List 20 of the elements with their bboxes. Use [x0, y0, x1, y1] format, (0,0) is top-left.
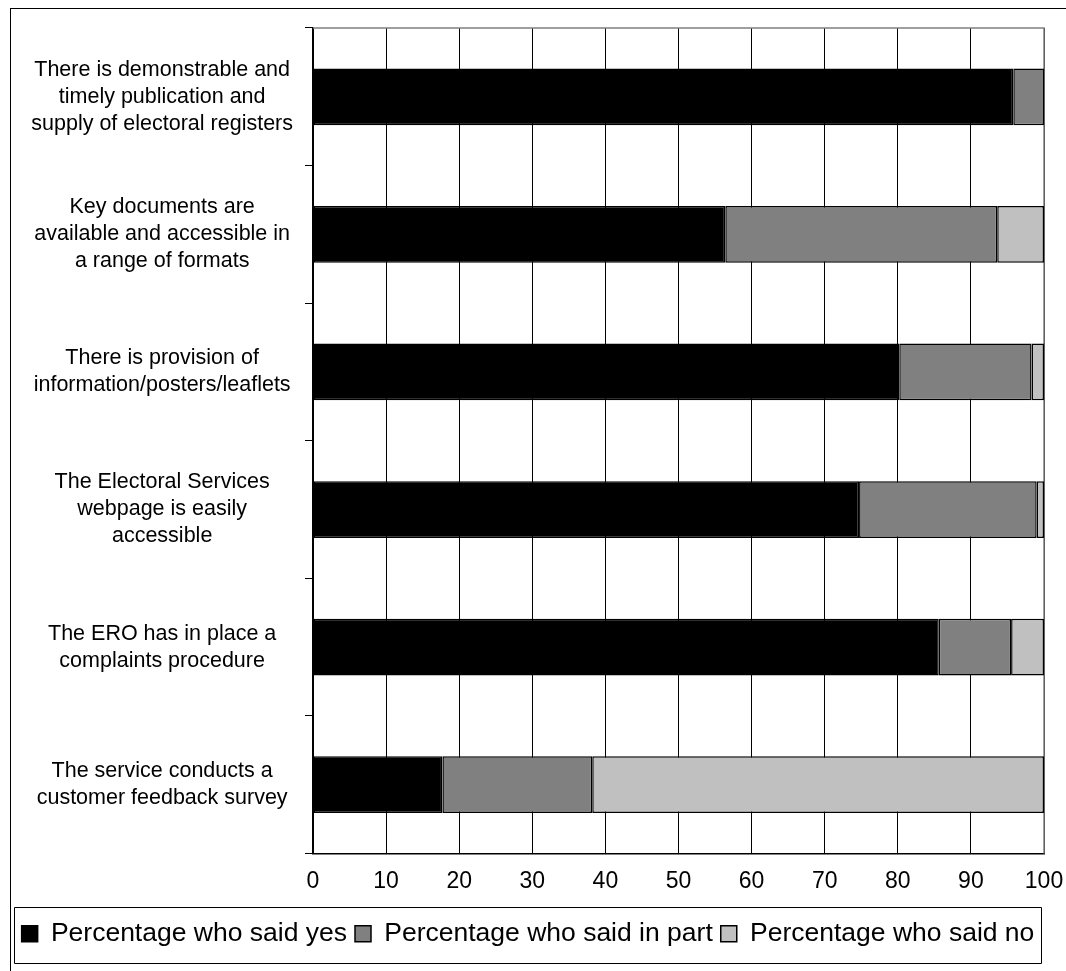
- y-tick-label: There is provision of information/posters/leaflets: [33, 345, 291, 397]
- x-tick-label: 100: [1024, 866, 1064, 893]
- y-tick-label: The Electoral Services webpage is easily accessible: [54, 469, 270, 548]
- x-tick-label: 80: [885, 866, 911, 893]
- legend-label: Percentage who said no: [750, 917, 1035, 948]
- x-tick-label: 40: [592, 866, 619, 893]
- legend-label: Percentage who said yes: [50, 917, 347, 948]
- x-tick-label: 50: [665, 866, 692, 893]
- legend-label: Percentage who said in part: [384, 917, 714, 948]
- x-tick-label: 0: [306, 866, 320, 893]
- y-tick-label: The service conducts a customer feedback survey: [36, 758, 288, 810]
- x-tick-label: 20: [446, 866, 472, 893]
- y-tick-label: There is demonstrable and timely publication and supply of electoral registers: [31, 56, 294, 135]
- y-tick-label: The ERO has in place a complaints procedure: [48, 620, 277, 672]
- x-tick-label: 70: [811, 866, 838, 893]
- y-tick-label: Key documents are available and accessible in a range of formats: [34, 194, 291, 273]
- x-tick-label: 10: [373, 866, 399, 893]
- x-tick-label: 60: [738, 866, 765, 893]
- x-tick-label: 30: [519, 866, 546, 893]
- x-tick-label: 90: [958, 866, 984, 893]
